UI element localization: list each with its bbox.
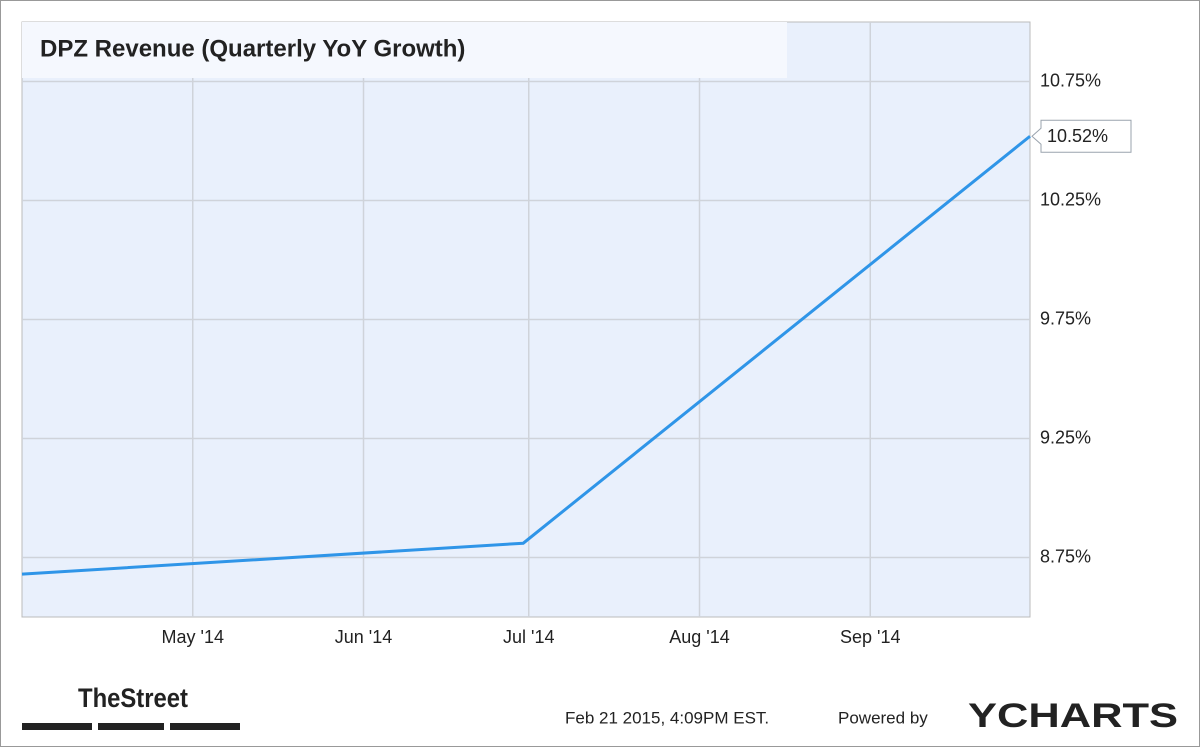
x-tick-label: Jun '14: [335, 627, 392, 647]
logo-bar: [22, 723, 92, 730]
y-tick-label: 10.75%: [1040, 70, 1101, 90]
x-tick-label: Aug '14: [669, 627, 730, 647]
y-tick-label: 8.75%: [1040, 546, 1091, 566]
logo-bar: [170, 723, 240, 730]
marks: 10.52%: [21, 119, 1132, 576]
timestamp: Feb 21 2015, 4:09PM EST.: [565, 708, 769, 727]
grid: [22, 22, 1030, 617]
y-tick-label: 9.75%: [1040, 308, 1091, 328]
brand: YCHARTS: [968, 697, 1178, 735]
line: [21, 135, 1031, 576]
value-label: 10.52%: [1047, 126, 1108, 146]
chart-title: DPZ Revenue (Quarterly YoY Growth): [40, 35, 465, 62]
powered-by: Powered by: [838, 708, 928, 727]
source-logo: TheStreet: [78, 683, 188, 713]
value-label-box: [1031, 119, 1132, 153]
title-box: [22, 22, 787, 78]
x-tick-label: Jul '14: [503, 627, 554, 647]
logo-bar: [98, 723, 164, 730]
y-tick-label: 10.25%: [1040, 189, 1101, 209]
y-tick-label: 9.25%: [1040, 427, 1091, 447]
x-tick-label: Sep '14: [840, 627, 901, 647]
x-tick-label: May '14: [162, 627, 224, 647]
